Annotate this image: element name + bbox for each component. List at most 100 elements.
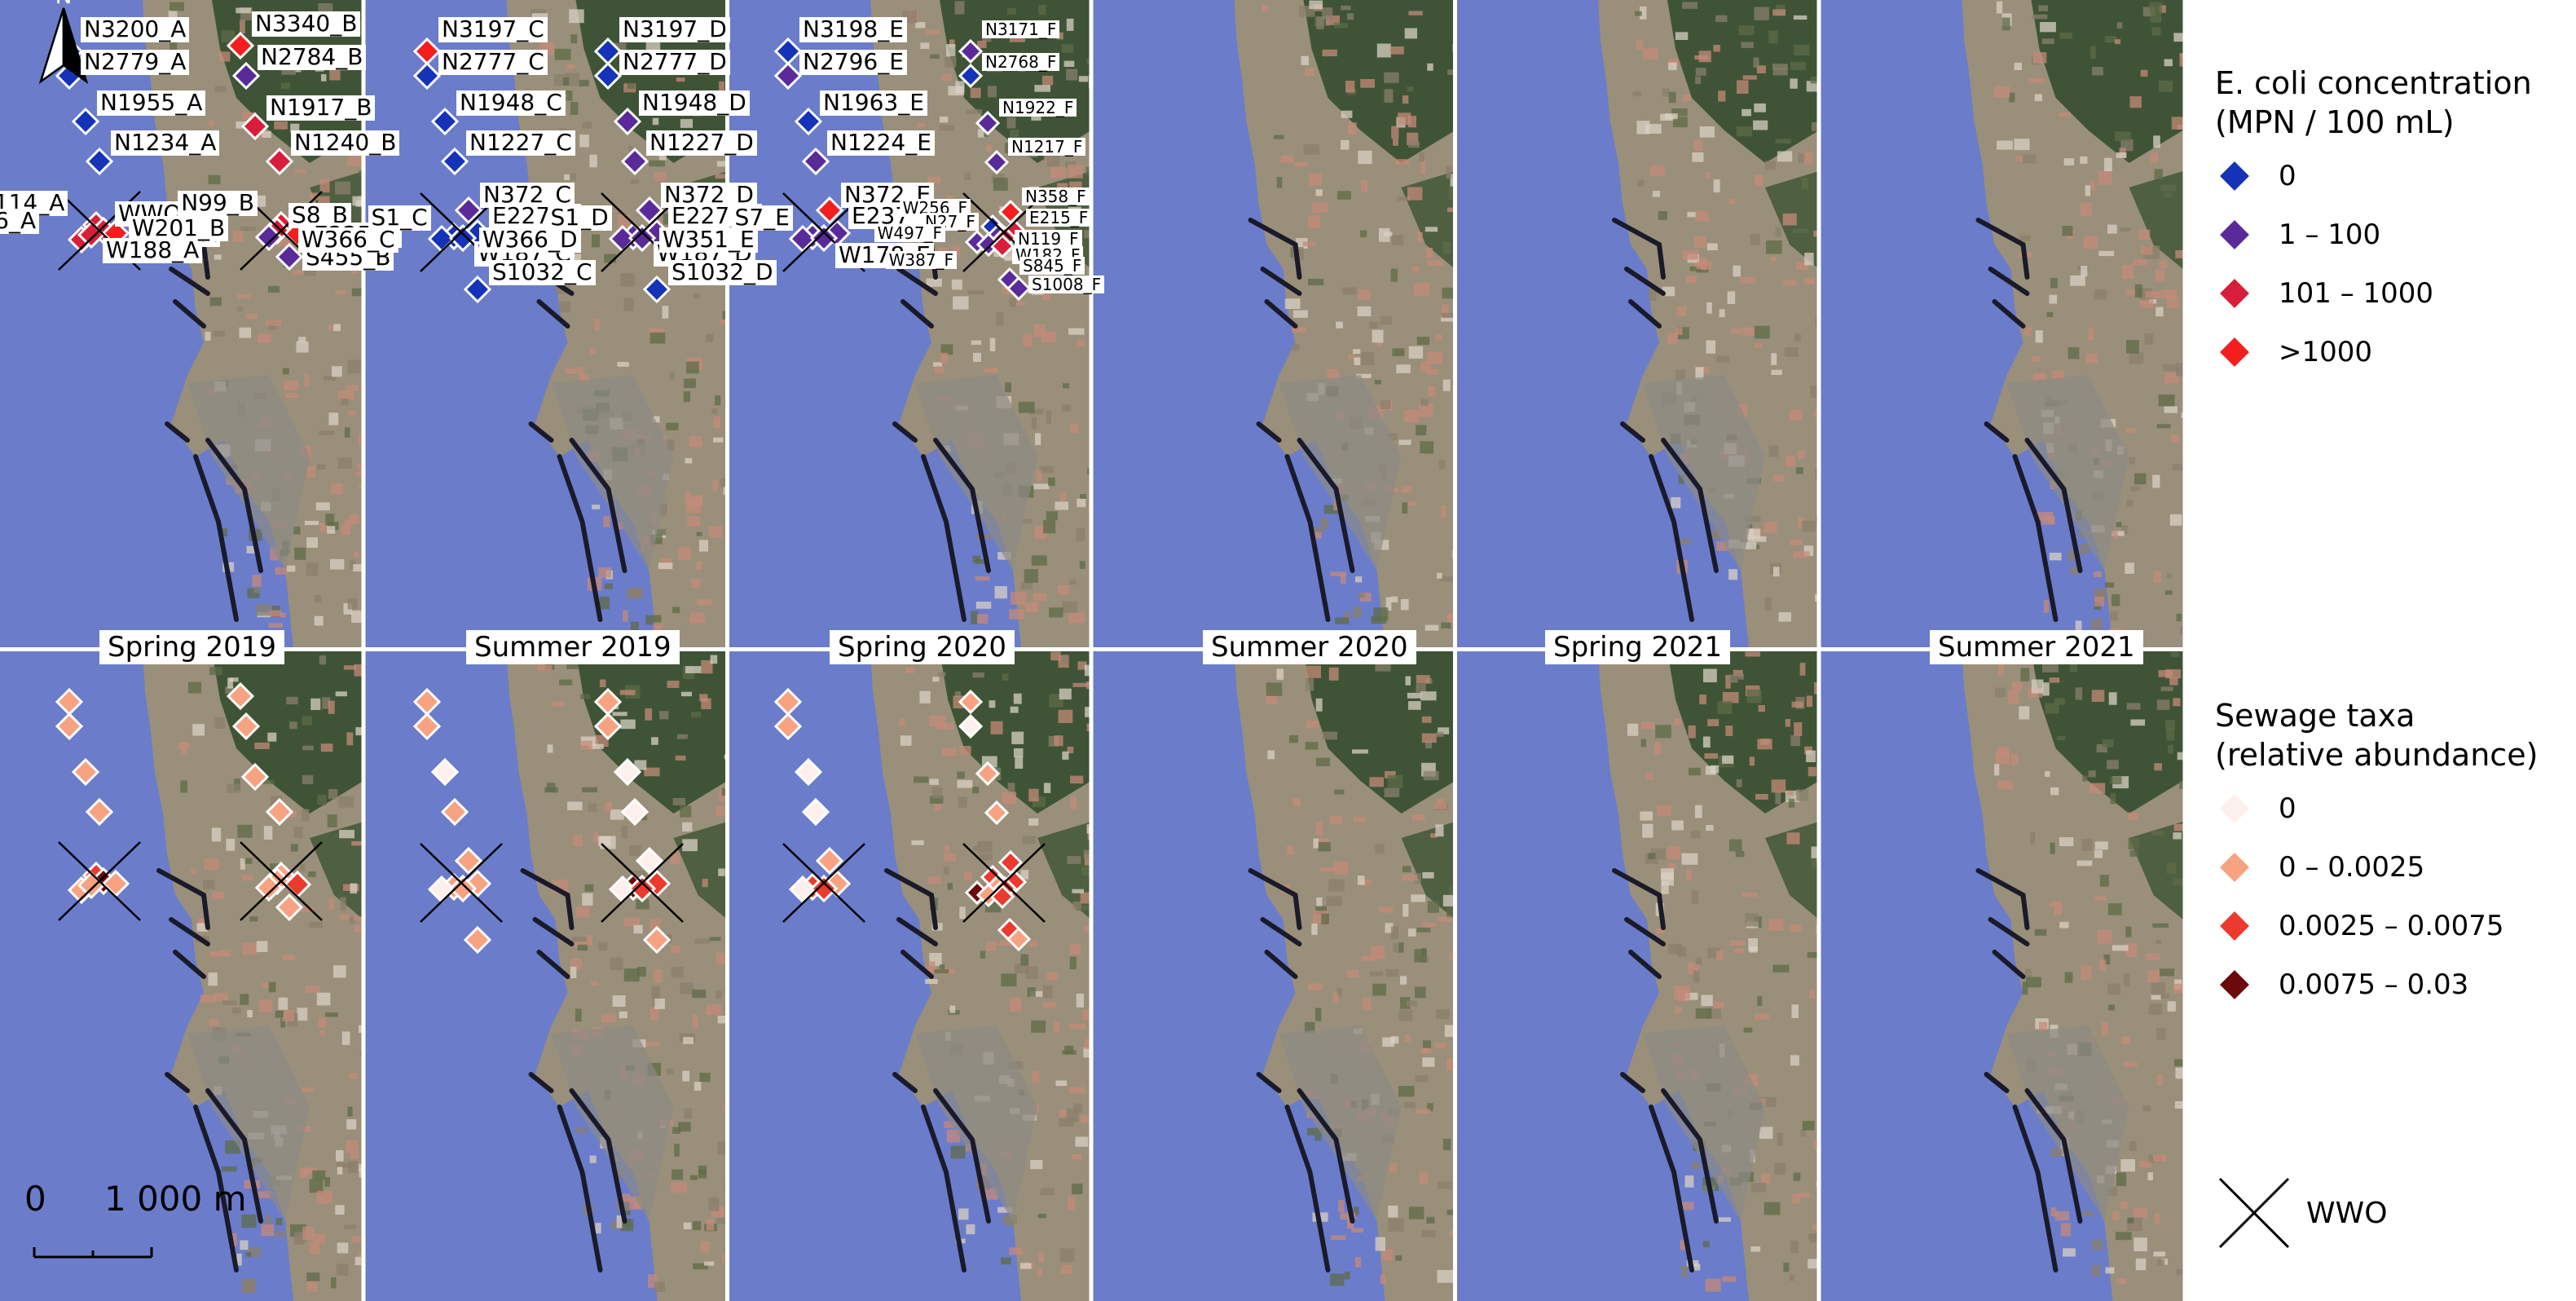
- station-label: N3197_C: [438, 16, 548, 42]
- building-block: [1352, 749, 1368, 754]
- sewage-legend-title-line2: (relative abundance): [2215, 737, 2539, 773]
- building-block: [349, 917, 356, 924]
- building-block: [346, 385, 359, 391]
- sewage-legend-item: 0 – 0.0025: [2215, 838, 2538, 897]
- building-block: [1084, 925, 1091, 932]
- building-block: [1804, 253, 1814, 266]
- ecoli-marker: [85, 147, 114, 176]
- building-block: [2042, 682, 2050, 696]
- building-block: [1086, 723, 1091, 732]
- sewage-marker: [55, 712, 84, 741]
- building-block: [644, 767, 660, 777]
- building-block: [1076, 905, 1090, 911]
- sewage-marker: [448, 874, 478, 903]
- building-block: [2001, 17, 2010, 31]
- scale-bar: [33, 1247, 153, 1259]
- building-block: [222, 1000, 237, 1005]
- building-block: [1064, 161, 1077, 169]
- building-block: [2076, 860, 2093, 867]
- panel-label-spring-2020: Spring 2020: [830, 630, 1015, 664]
- building-block: [1689, 767, 1701, 776]
- building-block: [1753, 57, 1759, 68]
- pier-line: [173, 950, 206, 979]
- building-block: [940, 344, 953, 355]
- building-block: [1442, 241, 1451, 254]
- building-block: [645, 708, 653, 721]
- building-block: [1444, 1025, 1455, 1037]
- building-block: [1636, 121, 1650, 135]
- building-block: [227, 783, 240, 793]
- building-block: [1309, 173, 1322, 186]
- building-block: [984, 368, 999, 373]
- diamond-icon: [2216, 790, 2253, 827]
- station-label: N3340_B: [252, 11, 361, 37]
- building-block: [1772, 64, 1788, 70]
- building-block: [227, 677, 233, 689]
- building-block: [191, 868, 196, 875]
- building-block: [2173, 983, 2183, 994]
- building-block: [225, 686, 234, 695]
- building-block: [1739, 277, 1756, 284]
- building-block: [2080, 156, 2088, 164]
- building-block: [1772, 567, 1780, 577]
- building-block: [2130, 486, 2141, 492]
- building-block: [300, 1167, 307, 1178]
- building-block: [1798, 517, 1804, 529]
- building-block: [1326, 896, 1342, 906]
- building-block: [1760, 739, 1770, 745]
- building-block: [1046, 410, 1051, 424]
- diamond-icon: [2216, 849, 2253, 886]
- building-block: [275, 1230, 285, 1237]
- building-block: [544, 659, 555, 670]
- pier-line: [1612, 218, 1666, 280]
- building-block: [205, 332, 211, 341]
- building-block: [1419, 1171, 1429, 1184]
- building-block: [1028, 408, 1044, 415]
- pier-line: [205, 438, 263, 573]
- building-block: [2056, 735, 2066, 741]
- map-canvas[interactable]: N: [0, 0, 2200, 1301]
- building-block: [1746, 689, 1762, 703]
- building-block: [588, 803, 597, 812]
- building-block: [680, 119, 693, 128]
- building-block: [2034, 94, 2042, 102]
- building-block: [1995, 687, 2006, 698]
- building-block: [920, 42, 930, 49]
- building-block: [1080, 1114, 1090, 1123]
- building-block: [314, 615, 324, 626]
- building-block: [2148, 1003, 2162, 1015]
- building-block: [1407, 86, 1414, 92]
- building-block: [1733, 265, 1741, 277]
- building-block: [2151, 831, 2164, 836]
- building-block: [706, 1004, 722, 1016]
- building-block: [347, 598, 358, 610]
- building-block: [1078, 76, 1089, 82]
- building-block: [1357, 875, 1365, 885]
- building-block: [1788, 798, 1795, 808]
- building-block: [2094, 597, 2104, 606]
- building-block: [1810, 76, 1819, 84]
- building-block: [1404, 1101, 1416, 1109]
- building-block: [1353, 606, 1362, 618]
- building-block: [1369, 321, 1379, 329]
- map-figure[interactable]: N: [0, 0, 2200, 1301]
- ecoli-marker: [265, 147, 294, 176]
- building-block: [278, 997, 288, 1010]
- building-block: [2179, 53, 2183, 67]
- building-block: [314, 594, 321, 602]
- building-block: [328, 324, 336, 331]
- ecoli-marker: [1006, 276, 1032, 302]
- ecoli-marker: [997, 199, 1024, 225]
- building-block: [1996, 1, 2003, 14]
- ecoli-marker: [627, 223, 657, 253]
- building-block: [1741, 42, 1754, 48]
- station-label: W351_E: [658, 227, 758, 253]
- building-block: [2129, 849, 2139, 857]
- building-block: [2147, 970, 2160, 983]
- building-block: [687, 516, 700, 527]
- building-block: [2153, 571, 2161, 584]
- building-block: [631, 870, 647, 878]
- building-block: [1038, 1251, 1045, 1263]
- building-block: [325, 514, 335, 526]
- building-block: [1754, 342, 1763, 348]
